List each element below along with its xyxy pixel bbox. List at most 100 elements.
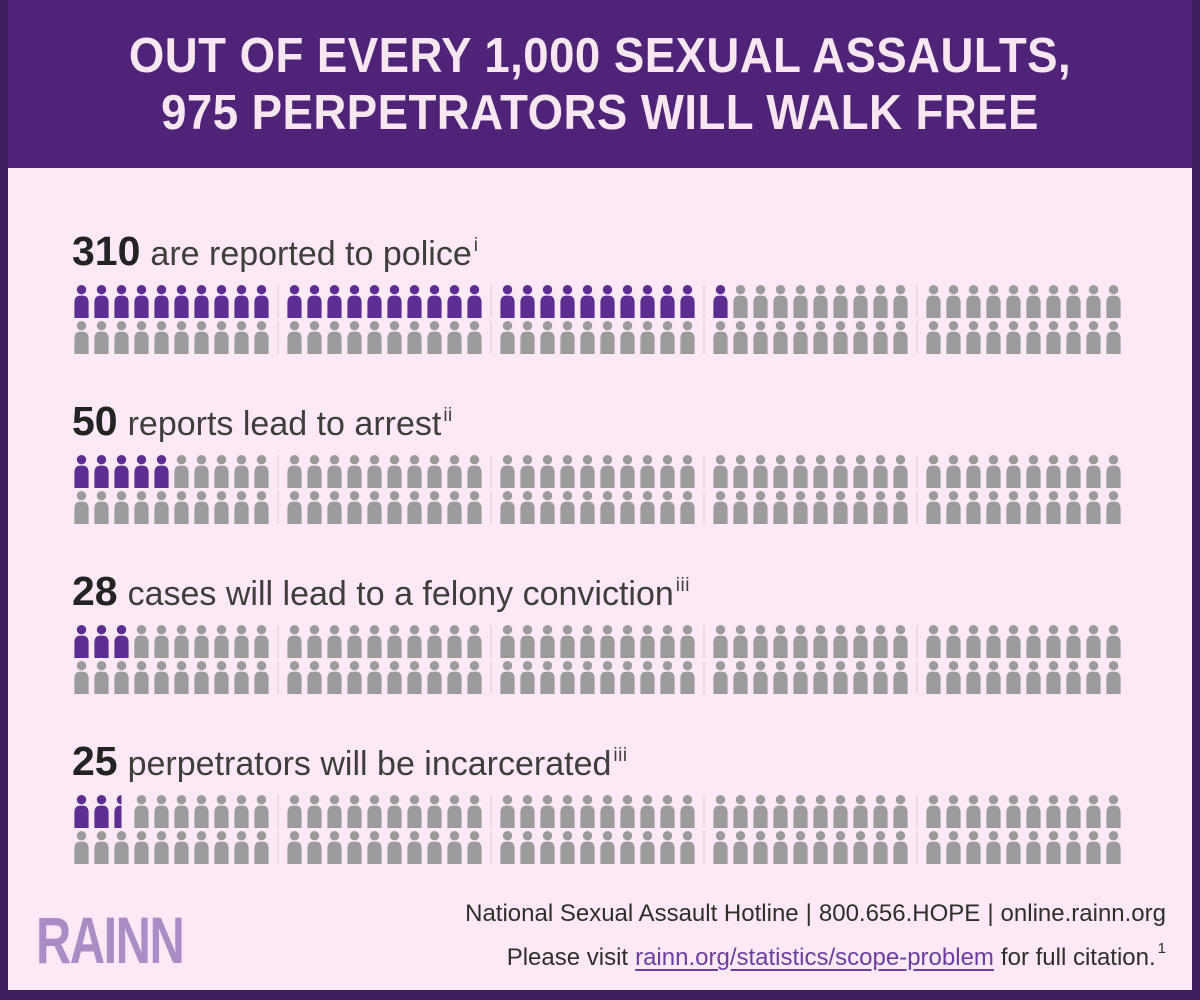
person-icon <box>1064 321 1083 354</box>
pictogram-group <box>916 491 1123 524</box>
person-icon <box>1104 455 1123 488</box>
stat-section: 28 cases will lead to a felony conviction… <box>72 570 1192 694</box>
person-icon <box>425 491 444 524</box>
person-icon <box>518 491 537 524</box>
person-icon <box>305 491 324 524</box>
person-icon <box>538 491 557 524</box>
person-icon <box>152 285 171 318</box>
person-icon <box>791 661 810 694</box>
stat-citation-marker: ii <box>443 405 453 426</box>
person-icon <box>538 455 557 488</box>
stat-label: are reported to police <box>150 235 472 273</box>
person-icon <box>678 321 697 354</box>
person-icon <box>152 661 171 694</box>
person-icon <box>365 625 384 658</box>
person-icon <box>558 625 577 658</box>
person-icon <box>538 831 557 864</box>
hotline-name: National Sexual Assault Hotline <box>465 900 799 927</box>
person-icon <box>791 285 810 318</box>
person-icon <box>345 491 364 524</box>
person-icon <box>385 661 404 694</box>
person-icon <box>1044 625 1063 658</box>
person-icon <box>465 455 484 488</box>
pictogram-group <box>703 321 910 354</box>
person-icon <box>578 321 597 354</box>
person-icon <box>871 625 890 658</box>
person-icon <box>252 285 271 318</box>
person-icon <box>658 455 677 488</box>
person-icon <box>498 661 517 694</box>
person-icon <box>345 831 364 864</box>
person-icon <box>172 321 191 354</box>
person-icon <box>445 795 464 828</box>
person-icon <box>1064 661 1083 694</box>
person-icon <box>385 321 404 354</box>
person-icon <box>132 831 151 864</box>
person-icon <box>944 661 963 694</box>
person-icon <box>1004 321 1023 354</box>
stat-label-row: 50 reports lead to arrest ii <box>72 400 1192 452</box>
person-icon <box>558 491 577 524</box>
person-icon <box>1104 321 1123 354</box>
person-icon <box>811 455 830 488</box>
pictogram-group <box>490 661 697 694</box>
person-icon <box>771 285 790 318</box>
hotline-phone: 800.656.HOPE <box>818 900 981 927</box>
person-icon <box>924 661 943 694</box>
stat-label: cases will lead to a felony conviction <box>127 575 674 613</box>
person-icon <box>638 455 657 488</box>
person-icon <box>1104 285 1123 318</box>
stat-label-row: 25 perpetrators will be incarcerated iii <box>72 740 1192 792</box>
person-icon <box>984 831 1003 864</box>
person-icon <box>232 321 251 354</box>
person-icon <box>751 321 770 354</box>
person-icon <box>538 321 557 354</box>
person-icon <box>618 321 637 354</box>
person-icon <box>252 831 271 864</box>
citation-link[interactable]: rainn.org/statistics/scope-problem <box>635 944 994 971</box>
person-icon <box>192 285 211 318</box>
person-icon <box>598 491 617 524</box>
person-icon <box>132 285 151 318</box>
person-icon <box>498 321 517 354</box>
person-icon <box>72 321 91 354</box>
person-icon <box>232 661 251 694</box>
stat-section: 310 are reported to police i <box>72 230 1192 354</box>
person-icon <box>465 795 484 828</box>
person-icon <box>385 831 404 864</box>
person-icon <box>518 795 537 828</box>
person-icon <box>365 285 384 318</box>
person-icon <box>944 491 963 524</box>
person-icon <box>305 321 324 354</box>
person-icon <box>252 491 271 524</box>
person-icon <box>1104 625 1123 658</box>
hotline-line: National Sexual Assault Hotline | 800.656.… <box>465 900 1166 928</box>
stat-label: perpetrators will be incarcerated <box>127 745 612 783</box>
person-icon <box>578 285 597 318</box>
person-icon <box>771 321 790 354</box>
person-icon <box>498 491 517 524</box>
person-icon <box>72 491 91 524</box>
person-icon <box>465 831 484 864</box>
person-icon <box>618 491 637 524</box>
person-icon <box>771 795 790 828</box>
person-icon <box>1024 321 1043 354</box>
person-icon <box>112 661 131 694</box>
person-icon <box>618 661 637 694</box>
person-icon <box>1084 831 1103 864</box>
rainn-logo: RAINN <box>36 903 185 977</box>
person-icon <box>751 625 770 658</box>
stat-value: 50 <box>72 398 118 444</box>
person-icon <box>558 661 577 694</box>
person-icon <box>498 795 517 828</box>
person-icon <box>944 831 963 864</box>
stat-citation-marker: iii <box>675 575 690 596</box>
person-icon <box>618 795 637 828</box>
pictogram-group <box>916 625 1123 658</box>
person-icon <box>252 321 271 354</box>
person-icon <box>152 795 171 828</box>
person-icon <box>1044 491 1063 524</box>
pictogram-group <box>703 661 910 694</box>
person-icon <box>984 491 1003 524</box>
person-icon <box>558 795 577 828</box>
